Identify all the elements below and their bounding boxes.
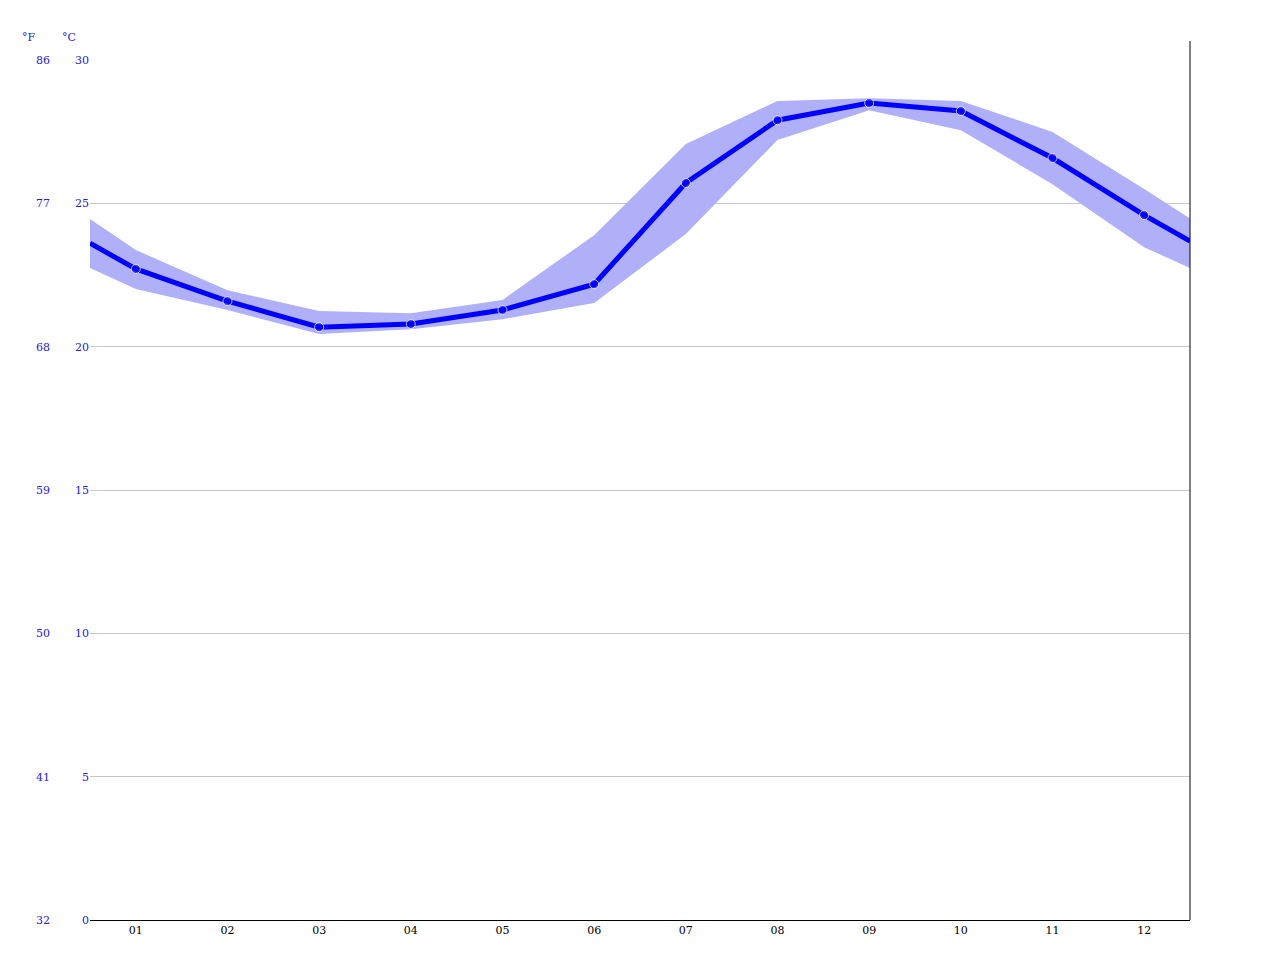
svg-text:20: 20 (75, 341, 89, 354)
svg-text:09: 09 (862, 924, 876, 937)
svg-text:°F: °F (22, 31, 36, 44)
svg-text:59: 59 (36, 484, 50, 497)
svg-text:07: 07 (679, 924, 693, 937)
svg-text:01: 01 (129, 924, 143, 937)
svg-text:12: 12 (1137, 924, 1151, 937)
svg-text:15: 15 (75, 484, 89, 497)
svg-text:04: 04 (404, 924, 418, 937)
svg-text:77: 77 (36, 197, 50, 210)
svg-text:5: 5 (82, 771, 89, 784)
svg-text:03: 03 (312, 924, 326, 937)
svg-text:50: 50 (36, 627, 50, 640)
svg-text:06: 06 (587, 924, 601, 937)
svg-text:25: 25 (75, 197, 89, 210)
svg-text:08: 08 (771, 924, 785, 937)
svg-text:05: 05 (496, 924, 510, 937)
svg-text:32: 32 (36, 914, 50, 927)
svg-text:86: 86 (36, 54, 50, 67)
svg-text:02: 02 (221, 924, 235, 937)
svg-text:10: 10 (954, 924, 968, 937)
svg-text:41: 41 (36, 771, 50, 784)
svg-text:68: 68 (36, 341, 50, 354)
svg-text:11: 11 (1046, 924, 1060, 937)
svg-text:°C: °C (62, 31, 76, 44)
svg-text:30: 30 (75, 54, 89, 67)
svg-text:0: 0 (82, 914, 89, 927)
svg-text:10: 10 (75, 627, 89, 640)
